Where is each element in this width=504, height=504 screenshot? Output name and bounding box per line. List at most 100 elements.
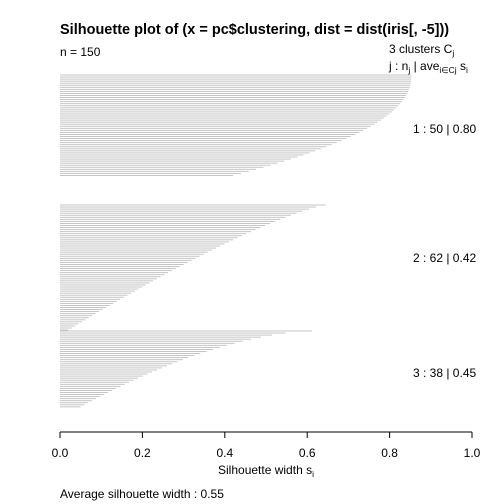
silhouette-bar (60, 288, 139, 290)
silhouette-bar (60, 300, 117, 302)
silhouette-bar (60, 340, 243, 342)
silhouette-bar (60, 107, 397, 109)
silhouette-bar (60, 278, 157, 280)
silhouette-bar (60, 86, 410, 88)
silhouette-bar (60, 117, 384, 119)
silhouette-bar (60, 115, 387, 117)
silhouette-bar (60, 387, 117, 389)
silhouette-bar (60, 88, 409, 90)
silhouette-bar (60, 227, 261, 228)
silhouette-bar (60, 212, 297, 214)
silhouette-bar (60, 317, 89, 319)
silhouette-bar (60, 218, 281, 220)
silhouette-bar (60, 111, 392, 113)
silhouette-bar (60, 359, 183, 361)
silhouette-bar (60, 353, 201, 354)
silhouette-bar (60, 385, 121, 387)
silhouette-bar (60, 231, 251, 233)
stats-header-j: j : n (388, 59, 408, 73)
silhouette-bar (60, 99, 404, 101)
silhouette-bar (60, 82, 411, 84)
silhouette-bar (60, 334, 272, 336)
silhouette-bar (60, 404, 85, 406)
silhouette-bar (60, 274, 165, 276)
silhouette-bar (60, 233, 247, 235)
silhouette-bar (60, 371, 153, 373)
silhouette-bar (60, 148, 321, 150)
silhouette-bar (60, 307, 107, 308)
silhouette-bar (60, 101, 402, 103)
silhouette-bar (60, 272, 169, 274)
silhouette-bar (60, 90, 409, 92)
cluster-2-label: 2 : 62 | 0.42 (413, 251, 476, 265)
silhouette-bar (60, 296, 124, 298)
silhouette-bar (60, 142, 337, 144)
silhouette-bar (60, 129, 364, 131)
silhouette-bar (60, 400, 93, 402)
silhouette-bar (60, 204, 326, 206)
silhouette-bar (60, 162, 278, 164)
silhouette-bar (60, 245, 221, 247)
silhouette-bar (60, 332, 286, 334)
silhouette-bar (60, 305, 110, 306)
silhouette-bar (60, 365, 167, 367)
silhouette-bar (60, 264, 184, 265)
silhouette-bar (60, 152, 310, 154)
silhouette-bar (60, 125, 371, 127)
silhouette-bar (60, 206, 317, 208)
silhouette-bar (60, 276, 161, 278)
silhouette-bar (60, 140, 342, 142)
silhouette-bar (60, 144, 332, 146)
silhouette-bar (60, 346, 220, 348)
silhouette-bar (60, 119, 381, 121)
silhouette-bar (60, 164, 271, 166)
silhouette-bar (60, 313, 96, 315)
silhouette-bar (60, 259, 192, 261)
silhouette-bar (60, 172, 241, 174)
silhouette-bar (60, 138, 347, 139)
stats-header-avesub: i∈Cj (439, 65, 456, 75)
bars-group (60, 74, 412, 408)
silhouette-bar (60, 396, 100, 398)
cluster-3-label: 3 : 38 | 0.45 (413, 366, 476, 380)
silhouette-bar (60, 383, 125, 385)
silhouette-bar (60, 321, 82, 323)
stats-header: j : nj | avei∈Cj si (388, 59, 468, 75)
silhouette-bar (60, 121, 378, 123)
silhouette-bar (60, 235, 242, 237)
clusters-header-sub: j (451, 48, 454, 58)
silhouette-bar (60, 210, 303, 212)
silhouette-bar (60, 158, 291, 160)
silhouette-bar (60, 375, 143, 377)
stats-header-s: s (457, 59, 466, 73)
stats-header-ave: | ave (410, 59, 439, 73)
silhouette-bar (60, 298, 121, 300)
stats-header-ssub: i (466, 65, 468, 75)
silhouette-bar (60, 369, 157, 371)
silhouette-bar (60, 266, 180, 267)
silhouette-bar (60, 294, 128, 296)
silhouette-bar (60, 268, 176, 269)
silhouette-bar (60, 134, 356, 135)
silhouette-bar (60, 311, 100, 313)
x-tick-label: 0.8 (381, 446, 398, 460)
x-tick-label: 0.4 (216, 446, 233, 460)
silhouette-bar (60, 373, 148, 375)
silhouette-bar (60, 351, 207, 352)
silhouette-bar (60, 255, 200, 257)
silhouette-bar (60, 349, 213, 350)
silhouette-bar (60, 223, 271, 224)
silhouette-bar (60, 113, 390, 115)
silhouette-bar (60, 208, 310, 210)
silhouette-bar (60, 216, 286, 218)
stats-header-nsub: j (407, 65, 410, 75)
silhouette-bar (60, 127, 368, 129)
silhouette-bar (60, 367, 162, 369)
clusters-header: 3 clusters Cj (389, 42, 454, 58)
silhouette-bar (60, 241, 229, 243)
silhouette-bar (60, 80, 412, 82)
silhouette-bar (60, 123, 375, 125)
silhouette-bar (60, 166, 264, 168)
silhouette-bar (60, 154, 304, 156)
silhouette-bar (60, 290, 135, 292)
